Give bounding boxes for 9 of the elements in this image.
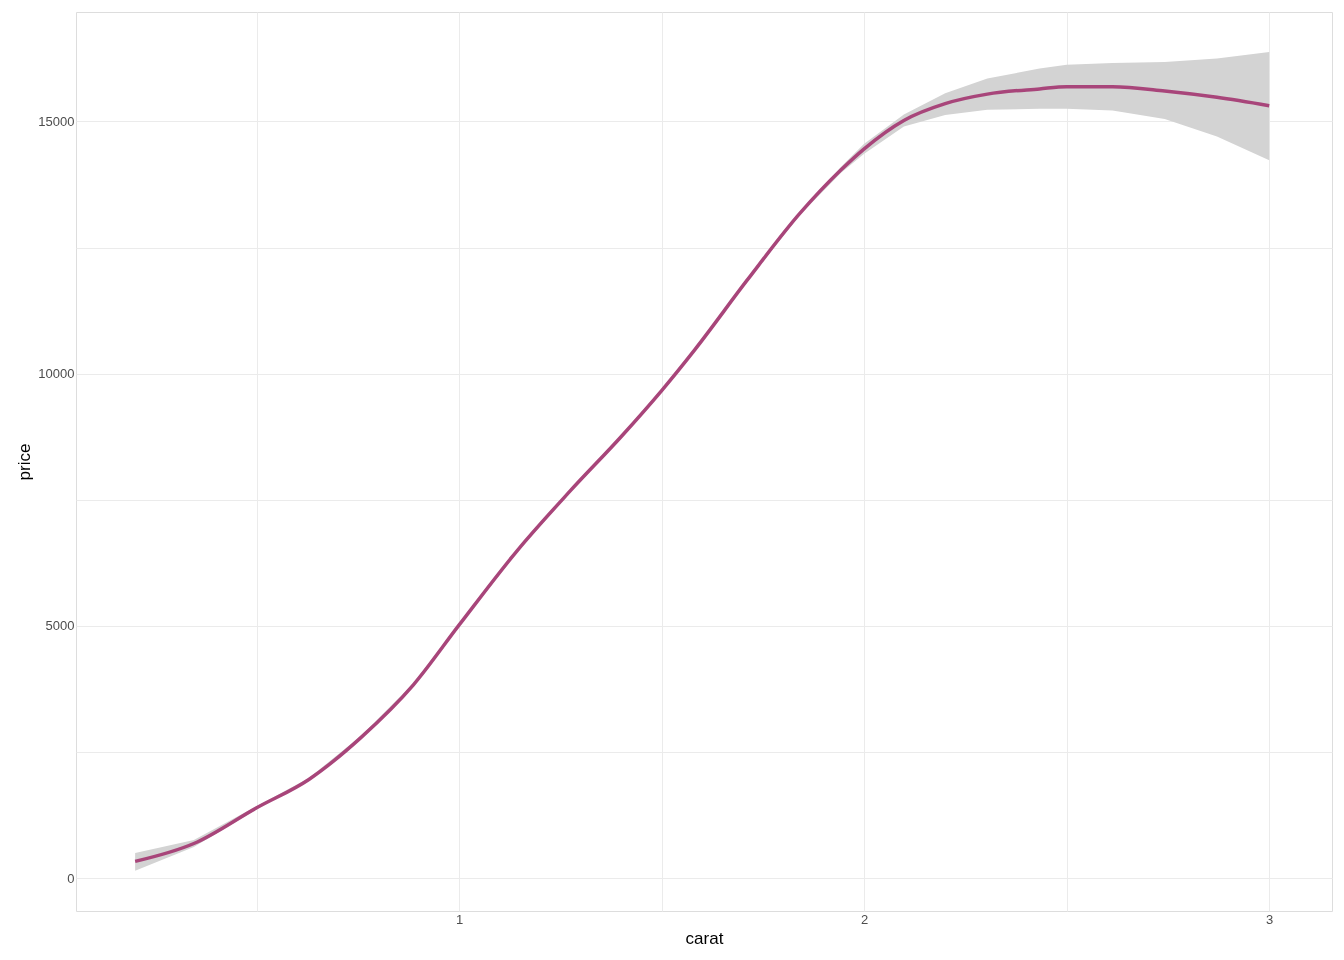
y-tick-label: 5000 bbox=[45, 618, 75, 634]
x-tick-label: 1 bbox=[456, 911, 464, 927]
y-tick-label: 0 bbox=[67, 870, 75, 886]
x-axis-title: carat bbox=[685, 928, 724, 948]
x-tick-label: 2 bbox=[861, 911, 869, 927]
y-axis-title: price bbox=[15, 443, 35, 481]
y-tick-label: 15000 bbox=[38, 113, 75, 129]
x-tick-label: 3 bbox=[1266, 911, 1274, 927]
y-tick-label: 10000 bbox=[38, 366, 75, 382]
